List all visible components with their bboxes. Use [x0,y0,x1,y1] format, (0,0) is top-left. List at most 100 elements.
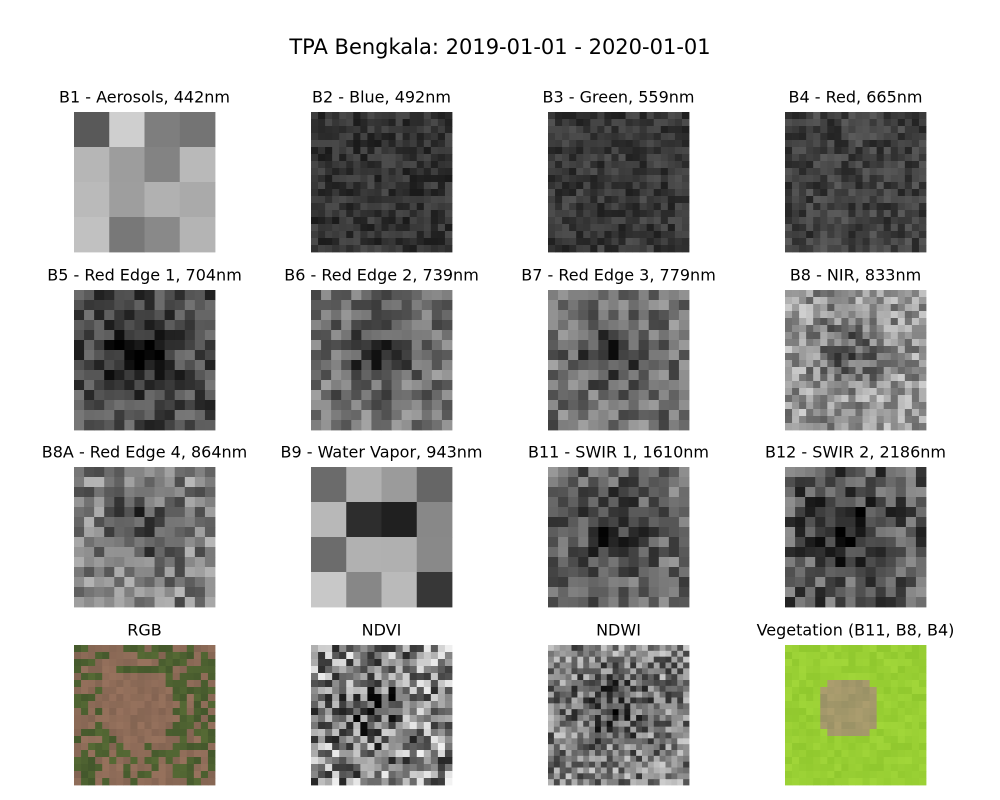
pixel [381,778,389,786]
pixel [88,722,96,730]
pixel [589,750,596,757]
pixel [848,140,856,148]
pixel [184,360,196,371]
pixel [367,175,375,183]
pixel [339,168,347,176]
pixel [835,587,846,598]
pixel [608,350,619,361]
pixel [606,668,614,675]
pixel [918,736,927,744]
pixel [647,703,655,710]
pixel [332,680,340,688]
pixel [792,189,800,197]
pixel [813,750,821,758]
pixel [848,771,856,779]
pixel [401,320,413,331]
pixel [638,597,650,608]
pixel [647,761,655,768]
pixel [632,196,641,204]
pixel [311,161,319,169]
pixel [421,410,433,421]
pixel [825,577,836,588]
pixel [683,709,690,716]
pixel [869,196,878,204]
pixel [421,420,433,431]
pixel [869,673,878,681]
pixel [200,708,209,716]
pixel [353,210,361,218]
pixel [548,370,559,381]
pixel [792,133,800,141]
pixel [144,722,152,730]
pixel [806,416,814,424]
pixel [555,119,563,127]
pixel [360,161,368,169]
pixel [311,320,322,331]
pixel [799,147,807,155]
pixel [848,133,856,141]
pixel [374,680,382,688]
pixel [421,340,433,351]
pixel [668,400,680,411]
pixel [611,154,619,162]
pixel [431,360,443,371]
pixel [158,764,167,772]
pixel [677,703,684,710]
pixel [869,133,878,141]
pixel [799,112,807,120]
pixel [668,350,680,361]
pixel [598,370,609,381]
pixel [388,119,396,127]
pixel [74,380,85,391]
pixel [95,764,103,772]
pixel [318,722,326,730]
pixel [361,310,372,321]
pixel [423,708,432,716]
pixel [911,168,920,176]
pixel [671,656,678,663]
pixel [341,410,352,421]
pixel [642,685,649,693]
pixel [897,339,906,347]
pixel [589,715,596,722]
pixel [583,761,590,768]
pixel [658,567,670,578]
pixel [444,140,453,148]
pixel [74,217,110,253]
pixel [911,750,920,758]
pixel [102,701,110,709]
pixel [792,245,800,253]
pixel [558,557,569,568]
pixel [421,390,433,401]
pixel [834,645,842,653]
pixel [441,410,453,421]
pixel [628,340,640,351]
pixel [841,673,849,681]
pixel [165,729,174,737]
pixel [648,410,660,421]
pixel [869,175,878,183]
pixel [600,738,608,745]
pixel [351,350,362,361]
pixel [815,587,826,598]
pixel [653,217,662,225]
pixel [911,680,920,688]
pixel [820,778,828,786]
pixel [411,360,423,371]
pixel [134,547,145,558]
pixel [875,497,887,508]
pixel [576,119,584,127]
pixel [834,771,842,779]
pixel [583,210,591,218]
pixel [825,467,836,478]
pixel [583,126,591,134]
pixel [332,245,340,253]
pixel [151,680,159,688]
pixel [88,757,96,765]
pixel [827,659,835,667]
pixel [444,203,453,211]
pixel [848,757,856,765]
pixel [571,755,578,763]
pixel [865,517,877,528]
image-panel [311,467,453,608]
